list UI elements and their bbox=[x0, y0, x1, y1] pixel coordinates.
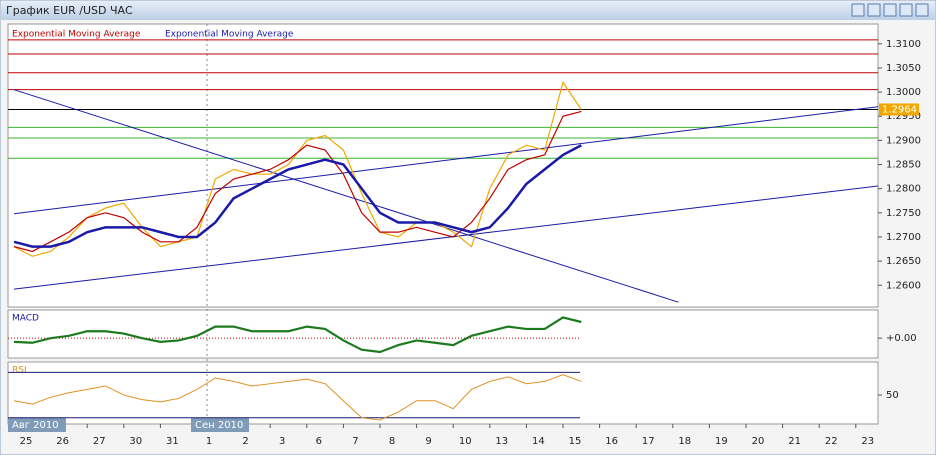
trendline bbox=[13, 185, 878, 290]
month-label: Сен 2010 bbox=[195, 420, 243, 431]
macd-panel bbox=[7, 309, 879, 359]
month-label-box bbox=[191, 418, 249, 432]
x-tick-label: 13 bbox=[495, 436, 508, 447]
y-tick-label: 1.2850 bbox=[886, 160, 921, 171]
x-tick-label: 1 bbox=[206, 436, 212, 447]
tile-button[interactable] bbox=[867, 3, 881, 17]
x-tick-label: 30 bbox=[129, 436, 142, 447]
help-button[interactable] bbox=[851, 3, 865, 17]
y-tick-label: 1.2750 bbox=[886, 208, 921, 219]
maximize-button[interactable] bbox=[899, 3, 913, 17]
price-plot bbox=[8, 39, 878, 303]
legend-entry: Exponential Moving Average bbox=[165, 30, 294, 40]
series-line bbox=[13, 316, 582, 354]
x-tick-label: 31 bbox=[166, 436, 179, 447]
minimize-button[interactable] bbox=[883, 3, 897, 17]
y-tick-label: 50 bbox=[886, 390, 899, 401]
series-line bbox=[13, 110, 582, 253]
x-tick-label: 23 bbox=[861, 436, 874, 447]
x-tick-label: 25 bbox=[20, 436, 33, 447]
x-tick-label: 20 bbox=[752, 436, 765, 447]
y-tick-label: 1.3050 bbox=[886, 63, 921, 74]
x-tick-label: 18 bbox=[678, 436, 691, 447]
y-tick-label: 1.2650 bbox=[886, 256, 921, 267]
x-tick-label: 26 bbox=[56, 436, 69, 447]
y-tick-label: 1.3100 bbox=[886, 39, 921, 50]
trendline bbox=[13, 106, 878, 215]
y-tick-label: +0.00 bbox=[886, 333, 917, 344]
last-price-label: 1.2964 bbox=[882, 104, 917, 115]
x-tick-label: 7 bbox=[352, 436, 358, 447]
x-tick-label: 2 bbox=[242, 436, 248, 447]
x-tick-label: 3 bbox=[279, 436, 285, 447]
y-tick-label: 1.2700 bbox=[886, 232, 921, 243]
y-tick-label: 1.2800 bbox=[886, 184, 921, 195]
x-tick-label: 6 bbox=[316, 436, 322, 447]
window-buttons[interactable] bbox=[851, 3, 929, 17]
x-tick-label: 9 bbox=[425, 436, 431, 447]
month-label: Авг 2010 bbox=[12, 420, 59, 431]
series-line bbox=[13, 144, 582, 248]
x-tick-label: 17 bbox=[642, 436, 655, 447]
price-panel bbox=[7, 23, 879, 308]
panel-title: MACD bbox=[12, 314, 39, 324]
window-title: График EUR /USD ЧАС bbox=[6, 4, 133, 17]
series-line bbox=[13, 374, 582, 421]
x-tick-label: 19 bbox=[715, 436, 728, 447]
trendline bbox=[13, 89, 679, 303]
legend-entry: Exponential Moving Average bbox=[12, 30, 141, 40]
panel-title: RSI bbox=[12, 366, 27, 376]
x-tick-label: 15 bbox=[569, 436, 582, 447]
x-tick-label: 22 bbox=[825, 436, 838, 447]
title-bar bbox=[1, 1, 935, 20]
x-tick-label: 16 bbox=[605, 436, 618, 447]
x-tick-label: 21 bbox=[788, 436, 801, 447]
y-tick-label: 1.3000 bbox=[886, 87, 921, 98]
x-tick-label: 10 bbox=[459, 436, 472, 447]
x-tick-label: 8 bbox=[389, 436, 395, 447]
last-price-box bbox=[879, 103, 919, 116]
y-tick-label: 1.2600 bbox=[886, 280, 921, 291]
rsi-panel bbox=[7, 361, 879, 425]
y-tick-label: 1.2900 bbox=[886, 135, 921, 146]
x-tick-label: 27 bbox=[93, 436, 106, 447]
x-tick-label: 14 bbox=[532, 436, 545, 447]
month-label-box bbox=[8, 418, 66, 432]
close-button[interactable] bbox=[915, 3, 929, 17]
y-tick-label: 1.2950 bbox=[886, 111, 921, 122]
